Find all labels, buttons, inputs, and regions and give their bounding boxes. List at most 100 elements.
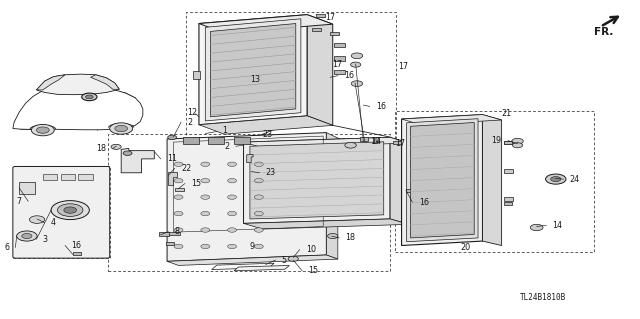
- Text: 20: 20: [460, 243, 470, 252]
- Polygon shape: [244, 137, 409, 148]
- Bar: [168, 232, 180, 235]
- Bar: [393, 141, 401, 144]
- Bar: [193, 71, 200, 79]
- Bar: [175, 188, 184, 191]
- Circle shape: [228, 244, 237, 249]
- Circle shape: [254, 162, 263, 167]
- Circle shape: [123, 151, 132, 155]
- Circle shape: [345, 142, 356, 148]
- Text: 23: 23: [266, 168, 276, 177]
- Text: 6: 6: [4, 243, 9, 252]
- Bar: [73, 252, 81, 255]
- Bar: [504, 141, 513, 144]
- Polygon shape: [167, 133, 326, 261]
- Text: 22: 22: [181, 164, 191, 173]
- Text: 18: 18: [97, 144, 106, 153]
- Circle shape: [201, 211, 210, 216]
- Text: 21: 21: [502, 109, 512, 118]
- Bar: [330, 32, 339, 35]
- Text: 18: 18: [346, 234, 355, 242]
- Polygon shape: [246, 154, 253, 163]
- Circle shape: [36, 127, 49, 133]
- Circle shape: [86, 95, 93, 99]
- Text: 16: 16: [376, 102, 386, 111]
- Polygon shape: [390, 137, 409, 224]
- Bar: [183, 137, 199, 144]
- Circle shape: [58, 204, 83, 216]
- Circle shape: [31, 124, 54, 136]
- Polygon shape: [199, 116, 333, 134]
- Circle shape: [201, 244, 210, 249]
- Circle shape: [174, 244, 183, 249]
- Text: 8: 8: [175, 227, 180, 236]
- Polygon shape: [250, 142, 384, 219]
- Bar: [406, 189, 415, 192]
- Text: 17: 17: [395, 139, 405, 148]
- Bar: [504, 202, 512, 205]
- Circle shape: [545, 174, 566, 184]
- Circle shape: [29, 216, 45, 223]
- Polygon shape: [310, 88, 330, 95]
- Circle shape: [201, 162, 210, 167]
- Text: 15: 15: [191, 179, 202, 188]
- Circle shape: [254, 228, 263, 232]
- Circle shape: [328, 234, 338, 239]
- Circle shape: [115, 125, 127, 132]
- Circle shape: [82, 93, 97, 101]
- Polygon shape: [199, 15, 307, 125]
- Text: 17: 17: [325, 13, 335, 22]
- Bar: [504, 169, 513, 173]
- Polygon shape: [326, 133, 338, 259]
- Circle shape: [64, 207, 77, 213]
- Circle shape: [109, 123, 132, 134]
- Bar: [334, 43, 346, 47]
- Bar: [61, 174, 75, 180]
- Circle shape: [254, 178, 263, 183]
- Text: 16: 16: [72, 241, 81, 250]
- Circle shape: [201, 195, 210, 199]
- Circle shape: [254, 195, 263, 199]
- Polygon shape: [91, 75, 119, 89]
- Circle shape: [351, 62, 361, 67]
- Circle shape: [512, 138, 524, 144]
- Text: 16: 16: [344, 71, 354, 80]
- Bar: [19, 182, 35, 194]
- Text: 11: 11: [167, 154, 177, 163]
- Circle shape: [254, 244, 263, 249]
- Circle shape: [228, 178, 237, 183]
- Polygon shape: [167, 255, 338, 265]
- Circle shape: [228, 195, 237, 199]
- Polygon shape: [234, 265, 289, 271]
- Text: 9: 9: [250, 242, 255, 251]
- Polygon shape: [13, 86, 143, 130]
- Text: 24: 24: [570, 174, 580, 184]
- Polygon shape: [307, 15, 333, 125]
- Polygon shape: [36, 75, 65, 90]
- Text: 23: 23: [262, 130, 273, 139]
- Bar: [504, 197, 513, 201]
- Text: 3: 3: [43, 235, 48, 244]
- Circle shape: [351, 53, 363, 59]
- Circle shape: [351, 81, 363, 86]
- Text: FR.: FR.: [594, 27, 613, 37]
- Bar: [312, 28, 321, 31]
- Polygon shape: [244, 137, 390, 223]
- Text: 14: 14: [552, 221, 563, 230]
- Circle shape: [228, 228, 237, 232]
- Polygon shape: [36, 74, 119, 95]
- Text: 14: 14: [371, 137, 381, 146]
- Bar: [504, 141, 512, 144]
- Circle shape: [111, 144, 121, 149]
- Bar: [159, 232, 169, 236]
- Circle shape: [174, 162, 183, 167]
- Circle shape: [254, 211, 263, 216]
- Text: 19: 19: [492, 136, 502, 145]
- Circle shape: [168, 135, 177, 140]
- Polygon shape: [406, 119, 478, 242]
- Circle shape: [228, 211, 237, 216]
- Circle shape: [17, 231, 37, 241]
- Circle shape: [228, 162, 237, 167]
- Bar: [334, 70, 346, 74]
- Circle shape: [174, 228, 183, 232]
- Bar: [209, 137, 225, 144]
